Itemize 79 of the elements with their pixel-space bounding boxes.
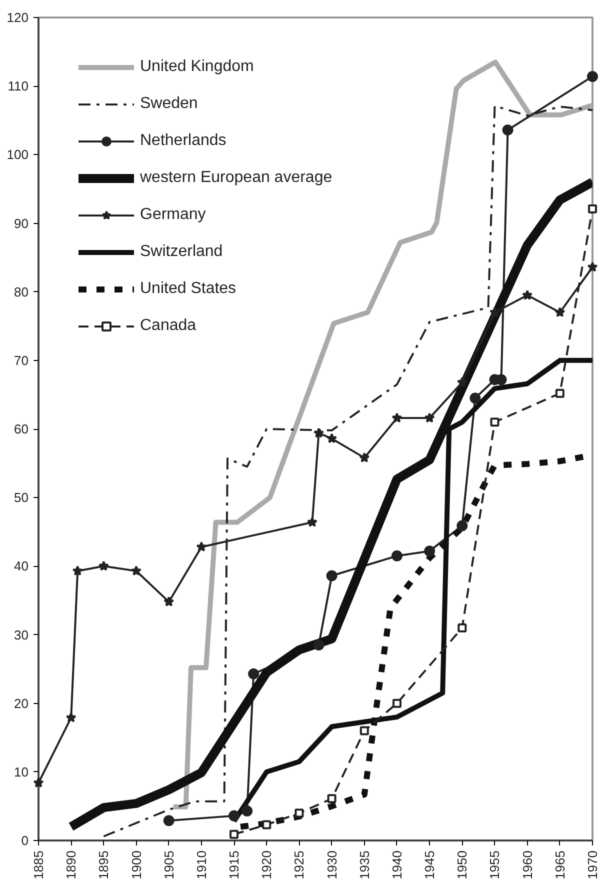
- legend-label: Netherlands: [140, 132, 226, 150]
- x-tick-label: 1960: [520, 850, 535, 880]
- point: [163, 815, 174, 826]
- legend-label: Switzerland: [140, 243, 223, 261]
- x-tick-label: 1910: [194, 850, 209, 880]
- point: [554, 306, 566, 318]
- point: [587, 70, 598, 82]
- point: [522, 290, 533, 300]
- point: [555, 388, 564, 398]
- point: [424, 412, 435, 423]
- point: [164, 596, 174, 606]
- point: [391, 550, 402, 562]
- point: [248, 668, 260, 680]
- point: [587, 262, 598, 272]
- point: [72, 565, 83, 576]
- legend-label: United States: [140, 280, 236, 298]
- y-tick-label: 90: [14, 216, 29, 231]
- point: [470, 392, 481, 404]
- x-tick-label: 1955: [487, 850, 502, 880]
- y-tick-label: 60: [14, 422, 29, 436]
- point: [456, 520, 468, 532]
- point: [502, 124, 514, 136]
- point: [242, 806, 253, 816]
- x-tick-label: 1940: [389, 850, 404, 880]
- x-tick-label: 1900: [128, 850, 144, 880]
- x-tick-label: 1920: [259, 850, 274, 880]
- y-tick-label: 50: [14, 490, 29, 506]
- x-tick-label: 1915: [226, 850, 242, 880]
- point: [313, 428, 324, 438]
- point: [196, 541, 207, 552]
- point: [230, 830, 239, 839]
- legend-label: Germany: [140, 206, 206, 224]
- legend-label: United Kingdom: [140, 58, 254, 76]
- x-tick-label: 1925: [292, 850, 307, 880]
- point: [228, 810, 240, 822]
- point: [33, 777, 44, 788]
- legend-label: western European average: [140, 169, 332, 187]
- y-tick-label: 10: [14, 764, 29, 780]
- x-tick-label: 1930: [324, 850, 340, 880]
- x-tick-label: 1970: [585, 850, 600, 880]
- x-tick-label: 1965: [552, 850, 568, 880]
- x-tick-label: 1905: [161, 850, 176, 880]
- point: [262, 820, 272, 830]
- point: [313, 640, 324, 651]
- point: [326, 433, 338, 444]
- point: [306, 516, 318, 527]
- x-tick-label: 1945: [422, 850, 438, 880]
- legend-label: Sweden: [140, 95, 198, 113]
- y-tick-label: 20: [14, 696, 29, 711]
- x-tick-label: 1885: [31, 850, 46, 880]
- y-tick-label: 80: [14, 284, 29, 300]
- y-tick-label: 120: [6, 10, 29, 25]
- y-tick-label: 110: [8, 78, 29, 94]
- point: [588, 204, 597, 214]
- y-tick-label: 100: [6, 147, 29, 162]
- x-tick-label: 1890: [64, 850, 79, 880]
- point: [327, 794, 336, 804]
- point: [424, 546, 436, 557]
- x-tick-label: 1950: [454, 850, 470, 880]
- y-tick-label: 40: [14, 558, 29, 574]
- point: [359, 452, 370, 462]
- point: [130, 565, 142, 576]
- point: [392, 698, 402, 708]
- point: [456, 376, 468, 388]
- point: [489, 306, 500, 318]
- x-tick-label: 1935: [356, 850, 372, 880]
- legend-label: Canada: [140, 317, 196, 335]
- point: [66, 712, 76, 722]
- y-tick-label: 30: [14, 627, 29, 642]
- y-tick-label: 70: [14, 352, 29, 368]
- x-tick-label: 1895: [96, 850, 112, 880]
- point: [392, 412, 402, 423]
- point: [360, 726, 369, 736]
- point: [98, 560, 109, 571]
- point: [294, 808, 304, 818]
- point: [326, 570, 338, 582]
- point: [458, 623, 467, 632]
- point: [490, 418, 500, 427]
- y-tick-label: 0: [21, 833, 29, 848]
